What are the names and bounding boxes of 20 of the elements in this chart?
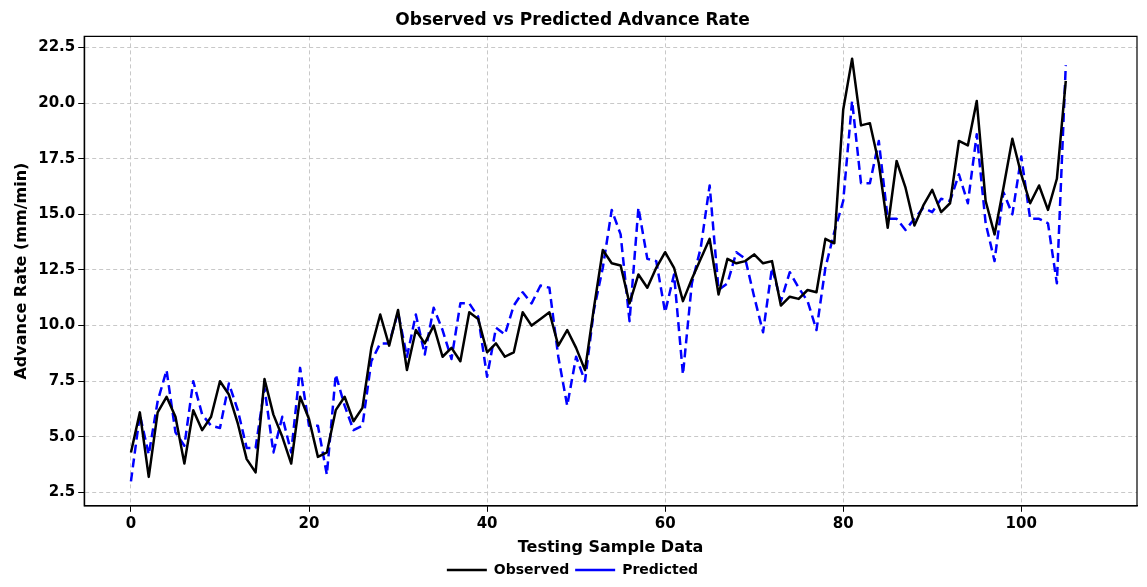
y-tick-label: 10.0 xyxy=(38,315,76,334)
y-tick-label: 2.5 xyxy=(48,482,76,501)
x-tick-label: 60 xyxy=(654,513,676,532)
chart-title: Observed vs Predicted Advance Rate xyxy=(395,8,750,29)
y-tick-label: 15.0 xyxy=(38,204,76,223)
x-axis-title: Testing Sample Data xyxy=(517,536,704,556)
x-tick-label: 100 xyxy=(1005,513,1037,532)
y-tick-label: 20.0 xyxy=(38,93,76,112)
x-tick-label: 80 xyxy=(832,513,854,532)
y-tick-label: 22.5 xyxy=(38,37,76,56)
legend-label: Predicted xyxy=(622,560,699,577)
y-tick-label: 7.5 xyxy=(48,371,76,390)
x-tick-label: 40 xyxy=(476,513,498,532)
y-tick-label: 12.5 xyxy=(38,259,76,278)
x-tick-label: 0 xyxy=(125,513,137,532)
y-tick-label: 5.0 xyxy=(48,426,76,445)
x-tick-label: 20 xyxy=(298,513,320,532)
legend-label: Observed xyxy=(493,560,570,577)
y-axis-title: Advance Rate (mm/min) xyxy=(10,162,30,380)
y-tick-label: 17.5 xyxy=(38,148,76,167)
